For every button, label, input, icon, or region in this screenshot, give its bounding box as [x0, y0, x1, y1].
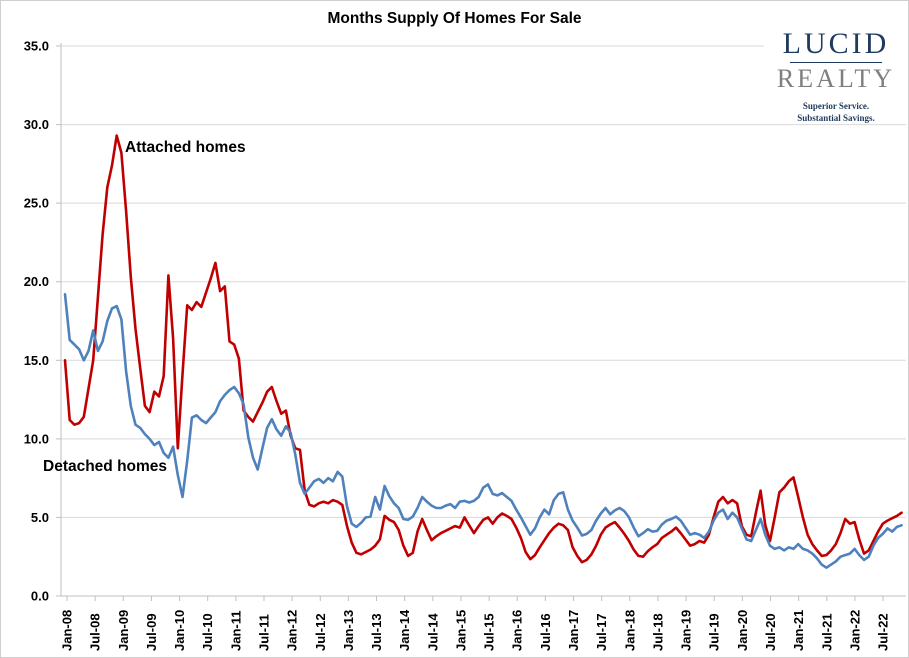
lucid-realty-logo: LUCID REALTY Superior Service. Substanti…	[764, 27, 908, 125]
x-tick-label: Jan-19	[679, 610, 694, 651]
y-tick-label: 35.0	[24, 39, 49, 54]
x-tick-label: Jul-17	[594, 613, 609, 651]
x-tick-label: Jan-13	[341, 610, 356, 651]
x-tick-label: Jul-12	[313, 613, 328, 651]
x-tick-label: Jul-15	[482, 613, 497, 651]
x-tick-label: Jul-13	[369, 613, 384, 651]
x-tick-label: Jan-18	[622, 610, 637, 651]
x-tick-label: Jan-11	[228, 611, 243, 651]
x-tick-label: Jan-17	[566, 610, 581, 651]
x-tick-label: Jan-10	[172, 610, 187, 651]
x-tick-label: Jul-10	[200, 613, 215, 651]
chart-title: Months Supply Of Homes For Sale	[327, 10, 582, 27]
attached-homes-line	[63, 134, 903, 564]
logo-tagline-line2: Substantial Savings.	[797, 112, 875, 123]
y-tick-label: 30.0	[24, 117, 49, 132]
x-tick-label: Jul-16	[538, 613, 553, 651]
x-tick-label: Jan-12	[285, 610, 300, 651]
y-tick-label: 0.0	[31, 589, 49, 604]
x-tick-label: Jul-11	[256, 614, 271, 651]
detached-homes-series-label: Detached homes	[43, 458, 168, 475]
x-tick-label: Jul-22	[876, 613, 891, 651]
x-tick-label: Jul-19	[707, 613, 722, 651]
logo-tagline: Superior Service. Substantial Savings.	[764, 101, 908, 124]
x-tick-label: Jan-20	[735, 610, 750, 651]
y-tick-label: 15.0	[24, 353, 49, 368]
x-tick-label: Jan-22	[847, 610, 862, 651]
x-tick-label: Jul-14	[425, 613, 440, 651]
x-tick-label: Jul-08	[88, 613, 103, 651]
logo-wordmark-realty: REALTY	[776, 64, 896, 93]
x-tick-label: Jan-16	[510, 610, 525, 651]
x-tick-label: Jan-08	[60, 610, 75, 651]
attached-homes-series-label: Attached homes	[125, 139, 246, 156]
x-tick-label: Jul-09	[144, 613, 159, 651]
x-tick-label: Jan-09	[116, 610, 131, 651]
x-tick-label: Jan-21	[791, 610, 806, 651]
y-tick-label: 10.0	[24, 431, 49, 446]
logo-wordmark-lucid: LUCID	[782, 27, 890, 60]
logo-tagline-line1: Superior Service.	[802, 101, 870, 111]
x-tick-label: Jul-20	[763, 613, 778, 651]
x-tick-label: Jan-14	[397, 609, 412, 651]
logo-divider-rule	[790, 62, 882, 63]
y-tick-label: 20.0	[24, 274, 49, 289]
x-tick-label: Jul-21	[819, 613, 834, 651]
y-tick-label: 25.0	[24, 196, 49, 211]
x-tick-label: Jul-18	[650, 613, 665, 651]
x-tick-label: Jan-15	[453, 610, 468, 651]
y-tick-label: 5.0	[31, 510, 49, 525]
detached-homes-line	[63, 292, 903, 570]
